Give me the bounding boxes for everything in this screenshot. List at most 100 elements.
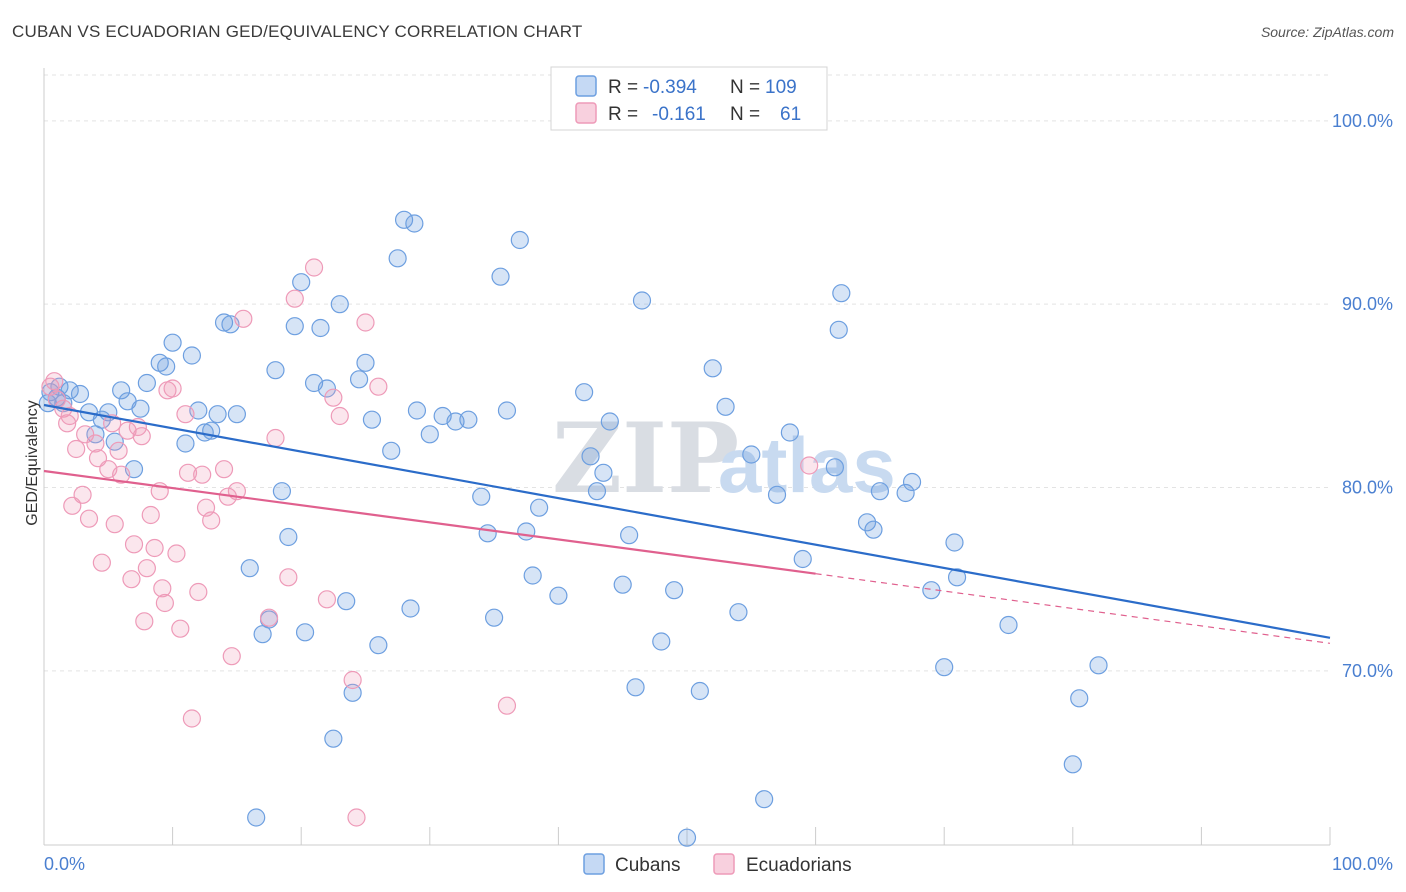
axes <box>43 68 1331 846</box>
cubans-point <box>208 405 227 424</box>
cubans-point <box>405 214 424 233</box>
cubans-point <box>1070 689 1089 708</box>
bottom-legend-swatch-cubans <box>583 853 605 875</box>
ecuadorians-point <box>63 496 82 515</box>
cubans-point <box>857 513 877 532</box>
cubans-point <box>896 483 915 503</box>
cubans-point <box>311 318 330 338</box>
ecuadorians-point <box>92 553 111 572</box>
ecuadorians-point <box>155 593 174 613</box>
bottom-legend-swatch-ecuadorians <box>713 853 735 875</box>
cubans-point <box>832 284 851 303</box>
ecuadorians-point <box>109 441 128 460</box>
ecuadorians-point <box>214 460 234 479</box>
ecuadorians-point <box>497 696 517 715</box>
ecuadorians-point <box>193 465 212 484</box>
ecuadorians-point <box>317 590 337 609</box>
y-tick-label: 90.0% <box>1342 294 1393 314</box>
cubans-point <box>620 526 639 545</box>
trend-lines <box>43 403 1331 644</box>
ecuadorians-point <box>324 388 343 407</box>
cubans-point <box>279 527 298 547</box>
ecuadorians-point <box>145 538 164 558</box>
cubans-point <box>742 445 761 464</box>
cubans-point <box>523 566 542 585</box>
legend-cubans-r-label: R = <box>608 77 638 98</box>
cubans-point <box>388 249 407 268</box>
cubans-point <box>157 357 176 376</box>
watermark-zip: ZIP <box>552 402 739 515</box>
cubans-point <box>330 295 349 314</box>
cubans-point <box>349 370 369 389</box>
cubans-point <box>247 808 266 827</box>
cubans-point <box>485 608 504 627</box>
ecuadorians-point <box>343 670 362 690</box>
cubans-point <box>227 405 246 424</box>
ecuadorians-point <box>167 544 186 563</box>
source-label: Source: ZipAtlas.com <box>1260 24 1394 40</box>
watermark-atlas: atlas <box>718 421 896 509</box>
y-tick-labels: 70.0% 80.0% 90.0% 100.0% <box>1332 111 1393 681</box>
legend-ecuadorians-n-value: 61 <box>780 104 801 125</box>
cubans-point <box>793 549 812 569</box>
ecuadorians-point <box>369 377 388 396</box>
cubans-point <box>510 230 529 250</box>
cubans-point <box>825 458 844 477</box>
x-tick-label: 0.0% <box>44 854 85 874</box>
cubans-point <box>272 482 292 501</box>
cubans-point <box>491 267 510 286</box>
ecuadorians-point <box>124 535 144 554</box>
ecuadorians-point <box>163 379 182 398</box>
cubans-point <box>343 683 362 702</box>
ecuadorians-point <box>132 427 151 446</box>
y-tick-label: 80.0% <box>1342 478 1393 498</box>
cubans-point <box>999 615 1018 635</box>
cubans-point <box>945 533 964 552</box>
cubans-point <box>549 586 568 605</box>
zipatlas-watermark: ZIP atlas <box>552 402 896 515</box>
cubans-points <box>38 210 1108 847</box>
cubans-point <box>401 599 420 618</box>
ecuadorians-point <box>176 405 195 424</box>
cubans-point <box>829 320 848 339</box>
x-tick-labels: 0.0% 100.0% <box>44 854 1393 874</box>
cubans-point <box>317 379 337 398</box>
ecuadorians-point <box>347 808 366 827</box>
ecuadorians-trendline <box>43 469 816 575</box>
bottom-legend-ecuadorians: Ecuadorians <box>746 855 852 876</box>
cubans-point <box>382 441 401 460</box>
cubans-point <box>420 425 439 444</box>
cubans-point <box>947 568 967 587</box>
ecuadorians-point <box>76 425 95 444</box>
ecuadorians-point <box>122 570 141 589</box>
cubans-point <box>716 397 735 416</box>
ecuadorians-point <box>356 313 375 332</box>
cubans-point <box>632 291 652 310</box>
cubans-point <box>478 524 497 543</box>
cubans-trendline <box>43 403 1331 639</box>
ecuadorians-point <box>67 439 86 459</box>
cubans-point <box>587 482 607 501</box>
cubans-point <box>497 401 517 420</box>
cubans-point <box>240 559 259 578</box>
cubans-point <box>665 581 684 600</box>
cubans-point <box>935 658 954 677</box>
bottom-legend-cubans: Cubans <box>615 855 681 876</box>
legend-ecuadorians-r-value: -0.161 <box>652 104 706 125</box>
legend-swatch-ecuadorians <box>575 102 597 124</box>
cubans-point <box>600 412 619 431</box>
correlation-legend: R = -0.394 N = 109 R = -0.161 N = 61 <box>550 66 828 131</box>
cubans-point <box>112 381 131 400</box>
ecuadorians-point <box>112 465 131 484</box>
cubans-point <box>214 313 234 332</box>
cubans-point <box>594 463 613 482</box>
ecuadorians-point <box>45 372 64 391</box>
cubans-point <box>1089 656 1108 675</box>
ecuadorians-point <box>222 647 241 666</box>
cubans-point <box>581 447 600 466</box>
cubans-point <box>337 592 356 611</box>
cubans-point <box>369 636 388 655</box>
cubans-point <box>285 317 304 336</box>
cubans-point <box>292 273 311 292</box>
ecuadorians-point <box>86 434 105 453</box>
